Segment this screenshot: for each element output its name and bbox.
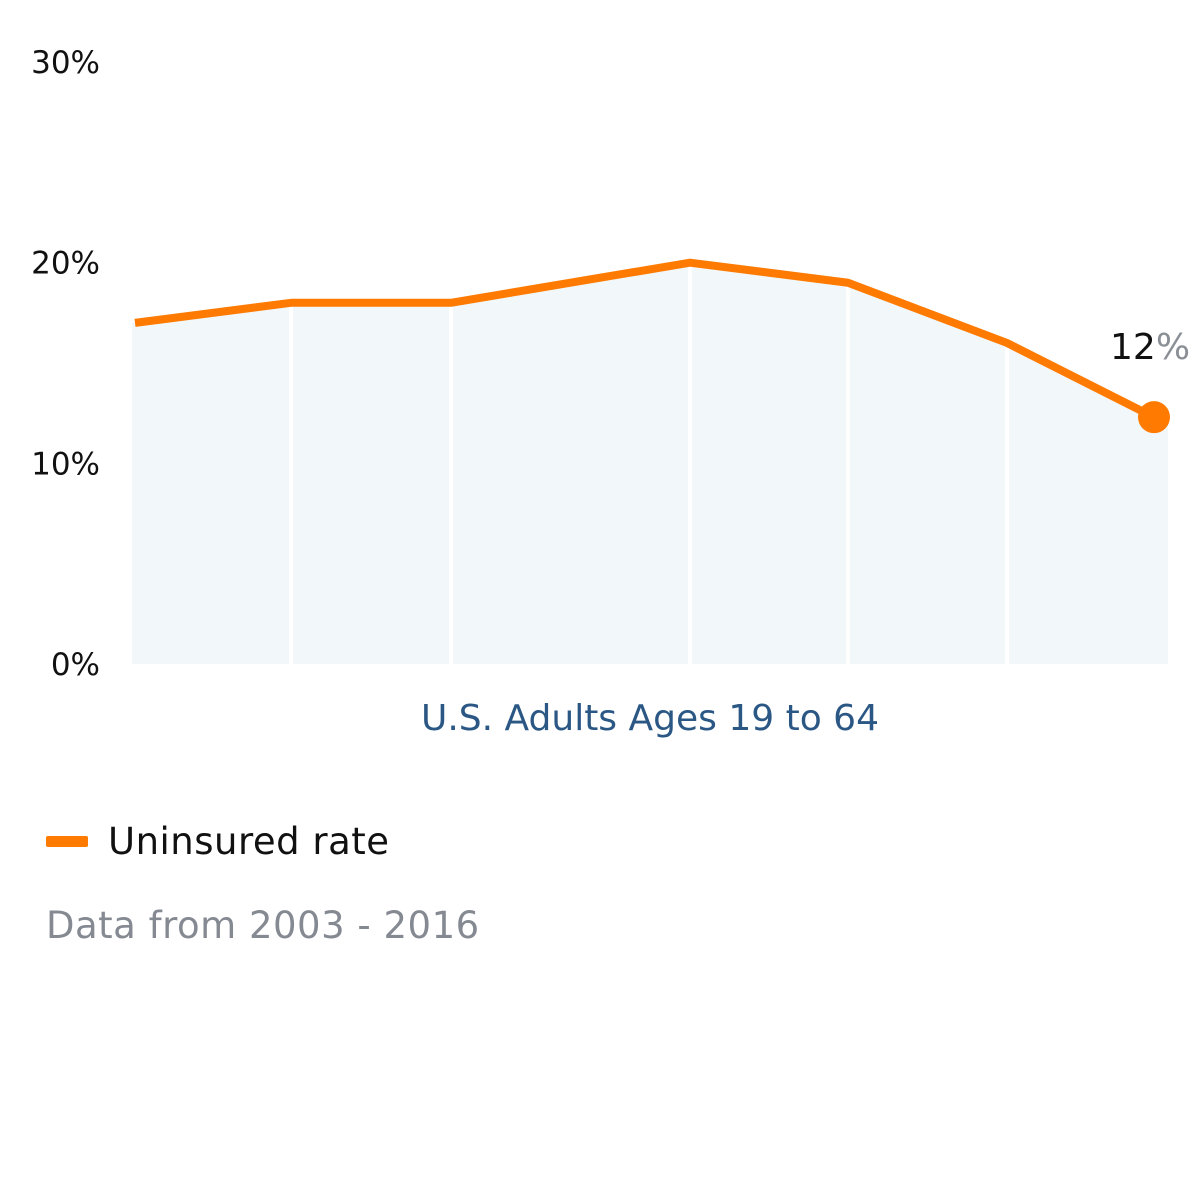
line-chart: 0% 10% 20% 30% 12% U.S. Adults Ages 19 to 6… [31, 45, 1190, 739]
end-point-marker [1138, 401, 1170, 434]
data-source-note: Data from 2003 - 2016 [46, 904, 480, 947]
x-axis-label: U.S. Adults Ages 19 to 64 [421, 698, 879, 739]
end-value-label: 12% [1110, 327, 1190, 368]
vertical-gridlines [289, 266, 1009, 664]
y-tick-label-0: 0% [51, 647, 100, 683]
end-value-number: 12 [1110, 327, 1156, 368]
y-axis-ticks: 0% 10% 20% 30% [31, 45, 100, 683]
legend: Uninsured rate [46, 820, 390, 863]
y-tick-label-10: 10% [31, 446, 100, 482]
y-tick-label-20: 20% [31, 246, 100, 282]
area-fill [132, 262, 1168, 664]
legend-swatch-uninsured-rate [46, 836, 88, 847]
series-line-uninsured-rate [134, 258, 1156, 421]
series-layer [134, 258, 1170, 434]
end-value-unit: % [1156, 327, 1190, 368]
y-tick-label-30: 30% [31, 45, 100, 81]
legend-label-uninsured-rate: Uninsured rate [108, 820, 390, 863]
plot-area [132, 262, 1168, 664]
